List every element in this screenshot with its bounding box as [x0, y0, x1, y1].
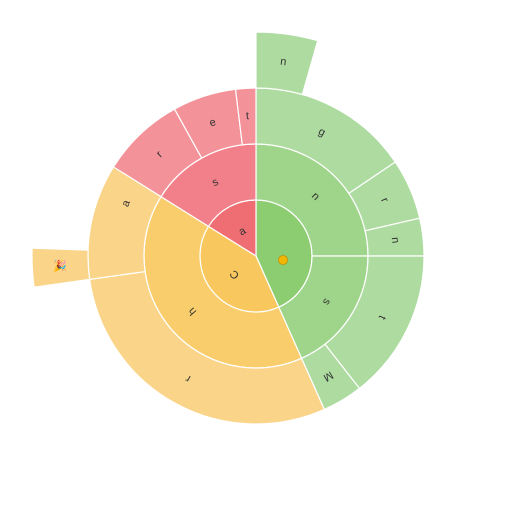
segment-label: t [246, 110, 250, 122]
segment-label: r [154, 149, 165, 160]
sunburst-segment[interactable] [88, 270, 326, 425]
segment-label: a [119, 198, 133, 209]
sunburst-segment[interactable] [234, 87, 257, 146]
sunburst-segment[interactable] [255, 31, 319, 96]
segment-label: r [183, 372, 192, 384]
segment-label: 🎉 [53, 259, 67, 272]
segment-label: s [320, 296, 333, 308]
sunburst-segment[interactable] [31, 247, 91, 288]
segment-label: r [378, 196, 391, 204]
segment-label: t [376, 313, 388, 321]
segment-label: e [208, 116, 218, 129]
segment-label: n [279, 56, 287, 69]
segment-label: s [210, 176, 221, 189]
segment-label: n [389, 236, 402, 243]
segment-label: a [237, 224, 249, 238]
yellow-ball-icon [278, 255, 288, 265]
segment-label: g [316, 126, 327, 139]
